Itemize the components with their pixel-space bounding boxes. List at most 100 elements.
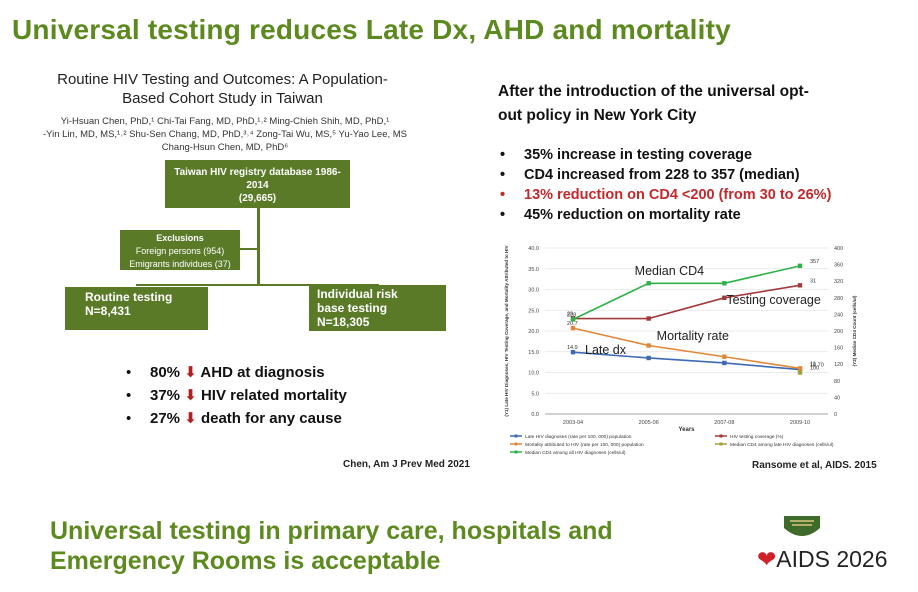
routine-testing-box: Routine testing N=8,431 [65, 287, 208, 330]
paper-title-line1: Routine HIV Testing and Outcomes: A Popu… [57, 71, 388, 88]
bullet-text: AHD at diagnosis [200, 364, 325, 381]
bottom-title-line2: Emergency Rooms is acceptable [50, 547, 441, 575]
series-line [572, 351, 801, 371]
bullet-text: 35% increase in testing coverage [524, 147, 753, 163]
bullet-dot: • [500, 207, 506, 223]
logo-text: AIDS 2026 [776, 546, 888, 572]
indiv-line1: Individual risk [317, 287, 398, 301]
data-label: 228 [567, 312, 576, 318]
legend-marker [514, 442, 518, 446]
bullet-dot: • [500, 147, 506, 163]
legend-label: Median CD4 among late HIV diagnoses (cel… [730, 442, 834, 448]
registry-line2: 2014 [246, 180, 269, 191]
data-label: 100 [810, 366, 819, 372]
data-point [570, 317, 576, 322]
legend-marker [514, 450, 518, 454]
y2-tick-label: 0 [834, 412, 837, 418]
y-tick-label: 25.0 [528, 308, 539, 314]
bullet-pct: 37% [150, 387, 181, 404]
indiv-line3: N=18,305 [317, 315, 370, 329]
x-tick-label: 2007-08 [714, 420, 734, 426]
bullet-text: CD4 increased from 228 to 357 (median) [524, 167, 800, 183]
data-point [722, 281, 727, 286]
legend-marker [719, 442, 723, 446]
authors-line3: Chang-Hsun Chen, MD, PhD⁶ [161, 142, 289, 153]
paper-title: Routine HIV Testing and Outcomes: A Popu… [0, 70, 445, 108]
data-point [646, 281, 651, 286]
data-label: 11 [810, 361, 816, 367]
y2-tick-label: 360 [834, 263, 843, 269]
data-label: 31 [810, 278, 816, 284]
exclusions-heading: Exclusions [156, 233, 204, 243]
y2-tick-label: 200 [834, 329, 843, 335]
y-tick-label: 30.0 [528, 288, 539, 294]
exclusions-box: Exclusions Foreign persons (954) Emigran… [120, 230, 240, 270]
flow-connector-vertical [257, 208, 260, 286]
data-point [646, 355, 651, 361]
y-tick-label: 20.0 [528, 329, 539, 335]
right-citation: Ransome et al, AIDS. 2015 [752, 460, 877, 471]
bullet-text: death for any cause [200, 410, 342, 427]
list-item: • 37% ⬇ HIV related mortality [126, 384, 347, 407]
x-tick-label: 2003-04 [563, 420, 583, 426]
bullet-text: HIV related mortality [200, 387, 347, 404]
paper-title-line2: Based Cohort Study in Taiwan [122, 90, 323, 107]
y-axis-label: (Y1) Late HIV Diagnoses, HIV Testing Cov… [504, 244, 509, 416]
exclusions-item: Emigrants individues (37) [129, 259, 231, 269]
red-ribbon-icon: ❤ [757, 546, 777, 572]
list-item: • 13% reduction on CD4 <200 (from 30 to 2… [500, 185, 831, 205]
y-tick-label: 10.0 [528, 371, 539, 377]
list-item: • 45% reduction on mortality rate [500, 205, 741, 225]
bullet-dot: • [500, 167, 506, 183]
bullet-dot: • [126, 387, 132, 404]
data-point [570, 349, 576, 355]
y2-tick-label: 240 [834, 312, 843, 318]
data-point [797, 366, 803, 371]
data-label: 357 [810, 259, 819, 265]
authors-line2: -Yin Lin, MD, MS,¹˒² Shu-Sen Chang, MD, … [42, 129, 408, 140]
data-point [722, 295, 727, 300]
down-arrow-icon: ⬇ [184, 410, 197, 427]
data-label: 23 [567, 312, 573, 318]
legend-label: Mortality attributed to HIV (rate per 10… [525, 442, 644, 448]
down-arrow-icon: ⬇ [184, 387, 197, 404]
y-tick-label: 40.0 [528, 246, 539, 252]
series-annotation: Mortality rate [657, 329, 729, 343]
bottom-title: Universal testing in primary care, hospi… [50, 516, 613, 576]
data-point [646, 343, 651, 348]
conference-emblem-icon [784, 516, 820, 536]
chart-series: 14.9 10.70 Late dx 23 31 Testing coverage 20.7… [567, 259, 824, 375]
y2-tick-label: 160 [834, 346, 843, 352]
bullet-text: 13% reduction on CD4 <200 (from 30 to 26… [524, 187, 832, 203]
chart-legend: Late HIV diagnoses (rate per 100, 000) p… [510, 434, 834, 456]
data-point [797, 283, 803, 288]
data-point [722, 354, 727, 359]
legend-label: Late HIV diagnoses (rate per 100, 000) p… [525, 434, 632, 440]
y-tick-label: 5.0 [531, 391, 539, 397]
y2-tick-label: 120 [834, 362, 843, 368]
chart-axes: 0.0 5.0 10.0 15.0 20.0 25.0 30.0 35.0 40.0 0 40 80 1… [504, 244, 857, 433]
registry-line1: Taiwan HIV registry database 1986- [174, 167, 341, 178]
series-annotation: Late dx [585, 343, 627, 357]
y2-tick-label: 40 [834, 395, 840, 401]
legend-label: HIV testing coverage (%) [730, 434, 784, 440]
x-tick-label: 2009-10 [790, 420, 810, 426]
y2-tick-label: 280 [834, 296, 843, 302]
exclusions-item: Foreign persons (954) [135, 246, 225, 256]
left-bullet-list: • 80% ⬇ AHD at diagnosis • 37% ⬇ HIV relat… [126, 361, 347, 430]
y2-tick-label: 80 [834, 379, 840, 385]
bullet-dot: • [500, 187, 506, 203]
registry-line3: (29,665) [238, 193, 277, 204]
data-point [797, 370, 803, 375]
left-citation: Chen, Am J Prev Med 2021 [343, 459, 470, 470]
author-list: Yi-Hsuan Chen, PhD,¹ Chi-Tai Fang, MD, P… [40, 115, 410, 154]
y2-axis-label: (Y2) Median CD4 Count (cells/ul) [852, 295, 857, 366]
indiv-line2: base testing [317, 301, 388, 315]
data-label: 14.9 [567, 345, 578, 351]
data-label: 20.7 [567, 321, 578, 327]
list-item: • 35% increase in testing coverage [500, 145, 752, 165]
series-annotation: Median CD4 [635, 264, 705, 278]
list-item: • CD4 increased from 228 to 357 (median) [500, 165, 800, 185]
y-tick-label: 0.0 [531, 412, 539, 418]
right-heading-line1: After the introduction of the universal … [498, 83, 809, 100]
